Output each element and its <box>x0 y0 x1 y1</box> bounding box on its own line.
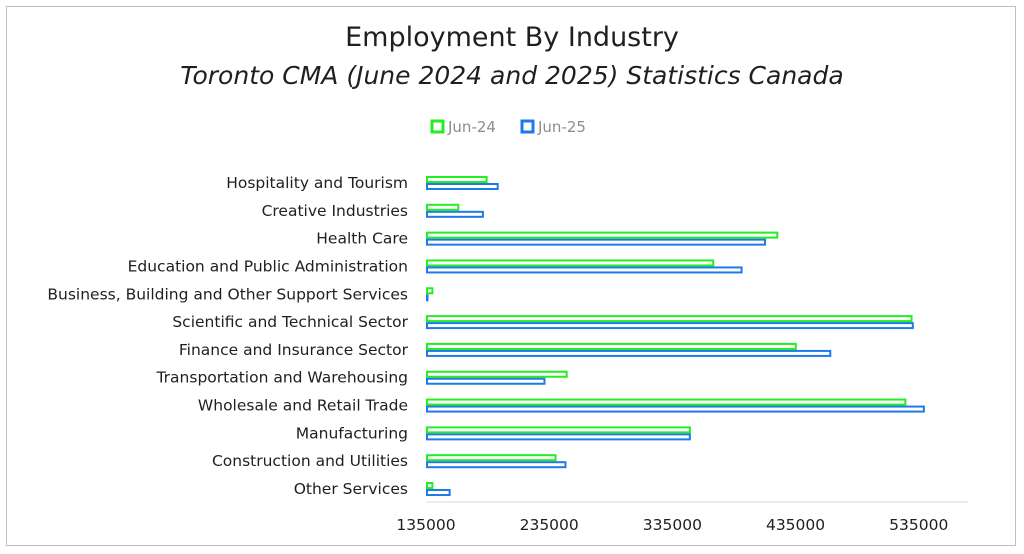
bar-jun-25 <box>426 349 832 357</box>
category-label: Business, Building and Other Support Ser… <box>47 285 408 303</box>
bar-jun-24 <box>426 287 434 295</box>
category-label: Finance and Insurance Sector <box>179 341 409 359</box>
bar-jun-24 <box>426 176 488 183</box>
legend-swatch-1 <box>520 119 535 134</box>
bar-jun-24 <box>426 482 434 490</box>
category-label: Health Care <box>316 230 408 248</box>
bar-jun-24 <box>426 454 557 462</box>
chart-bars <box>426 176 925 497</box>
category-label: Hospitality and Tourism <box>226 174 408 192</box>
bar-jun-24 <box>426 342 797 350</box>
category-label: Scientific and Technical Sector <box>172 313 408 331</box>
category-label: Manufacturing <box>296 424 408 442</box>
bar-jun-24 <box>426 259 715 267</box>
x-tick-label: 435000 <box>766 516 825 534</box>
category-axis-labels: Hospitality and Tourism Creative Industri… <box>47 174 408 498</box>
bar-jun-24 <box>426 426 691 434</box>
bar-jun-25 <box>426 489 451 497</box>
x-tick-label: 535000 <box>889 516 948 534</box>
chart-legend: Jun-24 Jun-25 <box>430 118 586 136</box>
bar-jun-25 <box>426 322 914 330</box>
category-label: Creative Industries <box>262 202 408 220</box>
bar-jun-25 <box>426 377 546 385</box>
legend-label-0: Jun-24 <box>447 118 496 136</box>
chart-subtitle: Toronto CMA (June 2024 and 2025) Statist… <box>180 61 843 90</box>
bar-jun-25 <box>426 294 429 302</box>
legend-label-1: Jun-25 <box>537 118 586 136</box>
bar-jun-24 <box>426 370 568 378</box>
bar-jun-25 <box>426 238 766 246</box>
category-label: Transportation and Warehousing <box>155 369 408 387</box>
x-tick-label: 135000 <box>396 516 455 534</box>
bar-jun-25 <box>426 183 499 190</box>
bar-jun-25 <box>426 433 691 441</box>
x-tick-label: 335000 <box>643 516 702 534</box>
bar-jun-25 <box>426 405 925 413</box>
bar-jun-25 <box>426 461 567 469</box>
category-label: Education and Public Administration <box>128 257 408 275</box>
bar-jun-25 <box>426 266 743 274</box>
category-label: Other Services <box>294 480 408 498</box>
chart-title: Employment By Industry <box>345 22 679 53</box>
bar-jun-24 <box>426 398 907 406</box>
legend-swatch-0 <box>430 119 445 134</box>
x-tick-label: 235000 <box>520 516 579 534</box>
x-axis-tick-labels: 135000 235000 335000 435000 535000 <box>396 516 948 534</box>
bar-jun-25 <box>426 210 484 218</box>
bar-jun-24 <box>426 203 460 211</box>
category-label: Wholesale and Retail Trade <box>198 397 408 415</box>
bar-jun-24 <box>426 315 913 323</box>
bar-jun-24 <box>426 231 779 239</box>
category-label: Construction and Utilities <box>212 452 408 470</box>
